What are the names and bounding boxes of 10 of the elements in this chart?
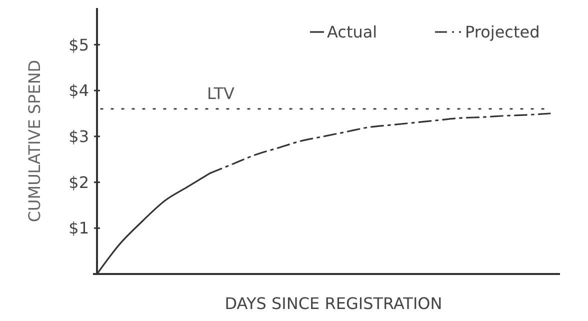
y-tick-label: $5 (68, 35, 89, 54)
ref-line-label: LTV (207, 84, 234, 103)
y-tick-label: $3 (68, 127, 89, 146)
legend-label: Projected (465, 22, 540, 42)
y-tick-label: $4 (68, 81, 89, 100)
y-tick-label: $1 (68, 218, 89, 238)
legend-label: Actual (327, 22, 378, 42)
x-axis-title: DAYS SINCE REGISTRATION (224, 294, 442, 313)
y-tick-label: $2 (68, 172, 89, 192)
y-axis-title: CUMULATIVE SPEND (25, 60, 44, 222)
